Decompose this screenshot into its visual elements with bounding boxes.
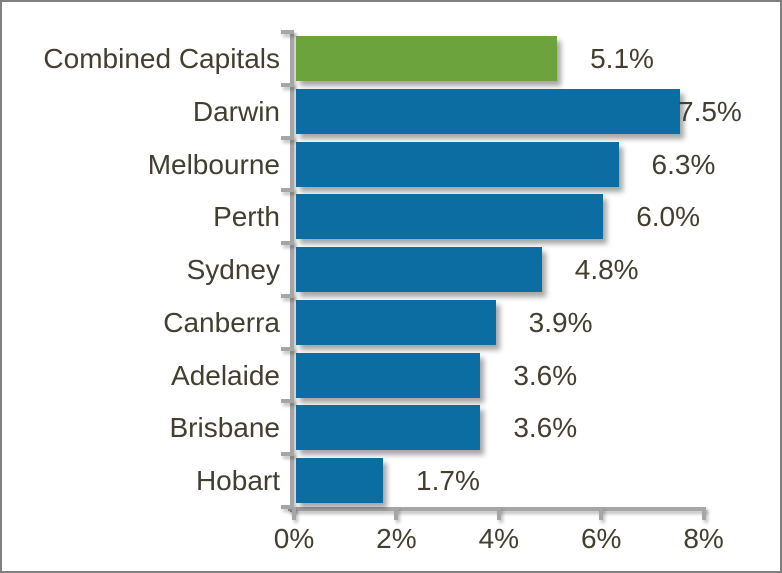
category-label: Sydney xyxy=(186,254,280,286)
x-axis-tick-label: 2% xyxy=(376,523,417,554)
bar xyxy=(296,88,680,134)
value-label: 4.8% xyxy=(574,254,639,286)
value-label: 3.6% xyxy=(513,359,578,391)
category-label: Hobart xyxy=(195,465,280,497)
x-axis-tick-label: 6% xyxy=(580,523,622,554)
category-label: Brisbane xyxy=(169,412,280,444)
x-axis-tick-label: 0% xyxy=(273,523,315,554)
y-axis-tick xyxy=(281,452,294,457)
category-label: Combined Capitals xyxy=(43,43,280,74)
x-axis-tick-label: 4% xyxy=(478,523,520,554)
value-label: 6.3% xyxy=(651,148,716,180)
bar-row: Combined Capitals 5.1% xyxy=(2,32,780,85)
value-label: 3.9% xyxy=(528,306,593,338)
y-axis-tick xyxy=(281,30,294,34)
category-label: Melbourne xyxy=(147,148,280,180)
bar xyxy=(296,247,542,293)
x-axis-tick xyxy=(394,507,399,520)
value-label: 5.1% xyxy=(590,43,654,74)
y-axis-tick xyxy=(281,346,294,351)
bar-row: Adelaide 3.6% xyxy=(2,349,780,402)
value-label: 6.0% xyxy=(636,201,701,233)
y-axis-line xyxy=(290,31,294,512)
x-axis-tick xyxy=(701,507,706,520)
bar xyxy=(296,141,619,187)
bar-row: Sydney 4.8% xyxy=(2,243,780,296)
bar xyxy=(296,194,604,240)
bar-row: Hobart 1.7% xyxy=(2,454,780,507)
bar-row: Darwin 7.5% xyxy=(2,85,780,138)
y-axis-tick xyxy=(281,135,294,140)
y-axis-tick xyxy=(281,188,294,193)
bar xyxy=(296,458,384,504)
category-label: Perth xyxy=(213,201,280,233)
bar xyxy=(296,352,481,398)
value-label: 3.6% xyxy=(513,412,578,444)
bar-row: Canberra 3.9% xyxy=(2,296,780,349)
y-axis-tick xyxy=(281,505,294,509)
x-axis-tick xyxy=(292,507,296,520)
y-axis-tick xyxy=(281,293,294,298)
x-axis-tick xyxy=(599,507,604,520)
bar xyxy=(296,405,481,451)
x-axis-tick-label: 8% xyxy=(683,523,724,554)
y-axis-tick xyxy=(281,82,294,87)
category-label: Canberra xyxy=(163,306,280,338)
category-label: Adelaide xyxy=(171,359,280,391)
bar-row: Brisbane 3.6% xyxy=(2,401,780,454)
x-axis-tick xyxy=(496,507,501,520)
value-label: 1.7% xyxy=(416,465,480,497)
bar-row: Perth 6.0% xyxy=(2,190,780,243)
category-label: Darwin xyxy=(192,95,280,127)
y-axis-tick xyxy=(281,241,294,246)
value-label: 7.5% xyxy=(678,95,742,127)
bar xyxy=(296,36,558,81)
bar-row: Melbourne 6.3% xyxy=(2,138,780,191)
bar xyxy=(296,299,496,345)
y-axis-tick xyxy=(281,399,294,404)
